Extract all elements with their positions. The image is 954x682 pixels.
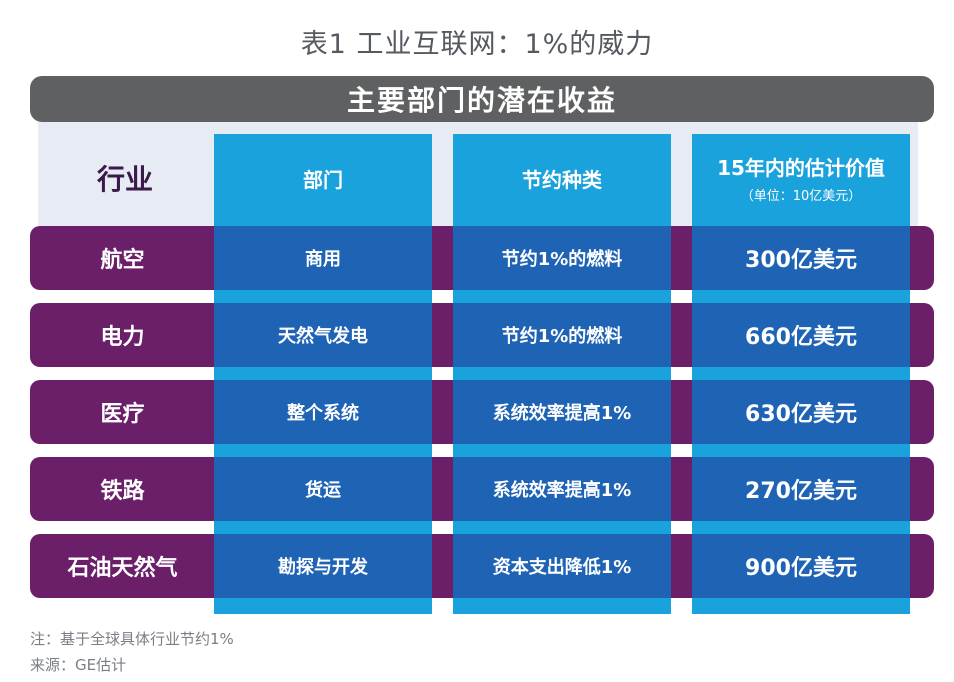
row-industry: 航空 [100,248,145,273]
header-saving-type-label: 节约种类 [522,167,602,192]
row-sector: 货运 [214,457,432,521]
row-saving: 节约1%的燃料 [453,303,671,367]
table-row: 铁路 货运 系统效率提高1% 270亿美元 [30,457,934,521]
table-row: 航空 商用 节约1%的燃料 300亿美元 [30,226,934,290]
row-industry: 医疗 [100,402,145,427]
row-saving: 节约1%的燃料 [453,226,671,290]
row-sector: 勘探与开发 [214,534,432,598]
row-sector: 商用 [214,226,432,290]
row-value: 300亿美元 [692,226,910,290]
row-value: 900亿美元 [692,534,910,598]
table-row: 医疗 整个系统 系统效率提高1% 630亿美元 [30,380,934,444]
row-industry: 电力 [100,325,145,350]
footer-note: 注：基于全球具体行业节约1% [30,630,234,648]
header-value: 15年内的估计价值 （单位：10亿美元） [692,140,910,216]
footer-source: 来源：GE估计 [30,656,127,674]
table-banner: 主要部门的潜在收益 [30,76,934,122]
row-value: 660亿美元 [692,303,910,367]
header-industry: 行业 [96,163,153,196]
row-saving: 系统效率提高1% [453,380,671,444]
table-row: 电力 天然气发电 节约1%的燃料 660亿美元 [30,303,934,367]
row-value: 630亿美元 [692,380,910,444]
header-value-label: 15年内的估计价值 [717,156,885,180]
row-industry: 石油天然气 [67,556,178,581]
header-value-unit: （单位：10亿美元） [740,189,862,204]
header-sector: 部门 [214,140,432,216]
table-caption: 表1 工业互联网：1%的威力 [300,29,654,60]
row-sector: 整个系统 [214,380,432,444]
header-saving-type: 节约种类 [453,140,671,216]
row-saving: 系统效率提高1% [453,457,671,521]
row-sector: 天然气发电 [214,303,432,367]
row-saving: 资本支出降低1% [453,534,671,598]
row-value: 270亿美元 [692,457,910,521]
header-sector-label: 部门 [303,167,343,192]
table-row: 石油天然气 勘探与开发 资本支出降低1% 900亿美元 [30,534,934,598]
row-industry: 铁路 [100,479,145,504]
